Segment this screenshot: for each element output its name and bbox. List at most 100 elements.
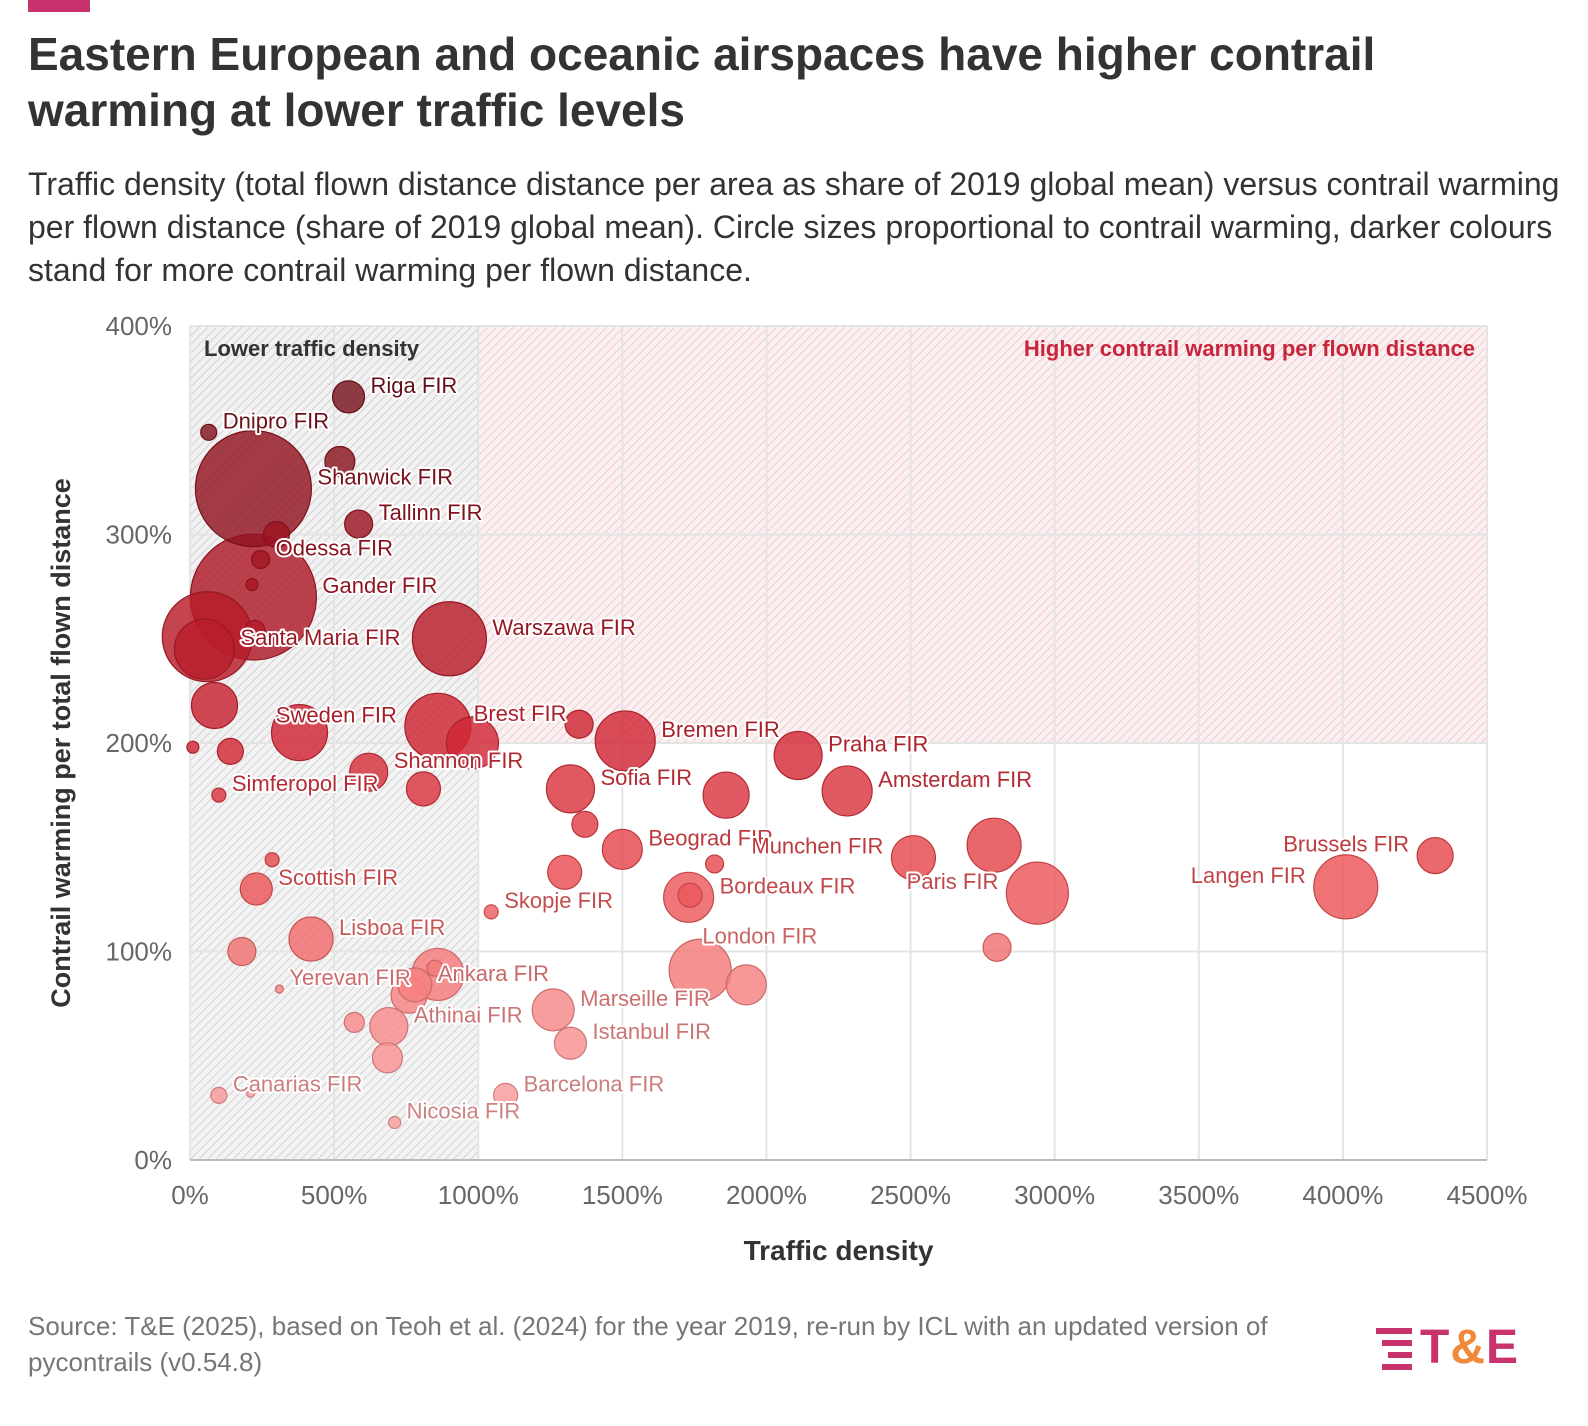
point-label: Amsterdam FIR	[878, 767, 1032, 792]
point-label: Istanbul FIR	[592, 1019, 711, 1044]
point-label: Langen FIR	[1191, 863, 1306, 888]
point-label: Warszawa FIR	[492, 615, 635, 640]
y-axis-title: Contrail warming per total flown distanc…	[46, 478, 76, 1008]
data-point	[245, 1088, 256, 1098]
axes-layer: 0% 500% 1000% 1500% 2000% 2500% 3000% 3500% 4000…	[46, 311, 1527, 1266]
y-tick-label: 0%	[134, 1145, 172, 1175]
point-label: Barcelona FIR	[524, 1071, 665, 1096]
data-point	[702, 771, 750, 819]
logo-stripes-icon	[1376, 1328, 1412, 1370]
point-label: Beograd FIR	[648, 825, 773, 850]
point-label: London FIR	[702, 923, 817, 948]
data-point	[245, 577, 259, 592]
data-point	[388, 1115, 402, 1130]
point-label: Nicosia FIR	[407, 1098, 521, 1123]
data-point	[288, 916, 334, 962]
point-label: Athinai FIR	[414, 1003, 523, 1028]
x-tick-label: 3000%	[1014, 1180, 1095, 1210]
y-tick-label: 300%	[106, 520, 173, 550]
x-tick-label: 1000%	[438, 1180, 519, 1210]
data-point	[211, 787, 227, 803]
accent-bar	[28, 0, 90, 12]
data-point	[1416, 836, 1454, 875]
data-point	[445, 716, 500, 770]
chart-title: Eastern European and oceanic airspaces h…	[28, 28, 1376, 136]
point-label: Riga FIR	[371, 373, 458, 398]
point-label: Yerevan FIR	[289, 965, 410, 990]
data-point	[725, 964, 767, 1006]
point-label: Simferopol FIR	[232, 771, 379, 796]
labels-layer: Lower traffic density Higher contrail war…	[204, 336, 1475, 1125]
point-label: Sweden FIR	[276, 702, 397, 727]
data-point	[426, 959, 444, 977]
point-label: Scottish FIR	[278, 865, 398, 890]
data-point	[371, 1042, 404, 1074]
data-point	[1005, 861, 1069, 925]
point-label: Gander FIR	[322, 573, 437, 598]
data-point	[545, 764, 596, 814]
data-point	[239, 872, 273, 906]
data-point	[553, 1026, 588, 1060]
point-label: Brest FIR	[474, 701, 567, 726]
scatter-chart: Lower traffic density Higher contrail war…	[46, 311, 1527, 1266]
data-point	[324, 445, 356, 478]
data-point	[349, 752, 389, 792]
point-label: Shannon FIR	[394, 748, 524, 773]
logo-text: T&E	[1420, 1318, 1519, 1378]
data-point	[890, 835, 937, 881]
data-point	[547, 854, 583, 890]
point-label: Dnipro FIR	[223, 408, 329, 433]
x-tick-label: 2000%	[726, 1180, 807, 1210]
y-tick-label: 100%	[106, 937, 173, 967]
chart-subtitle: Traffic density (total flown distance di…	[28, 166, 1560, 288]
te-logo: T&E	[1376, 1318, 1556, 1378]
points-layer	[161, 380, 1454, 1130]
y-tick-label: 200%	[106, 728, 173, 758]
data-point	[571, 810, 599, 838]
point-label: Ankara FIR	[438, 961, 549, 986]
data-point	[966, 817, 1022, 873]
data-point	[483, 904, 499, 920]
data-point	[564, 709, 594, 739]
x-tick-label: 2500%	[870, 1180, 951, 1210]
data-point	[244, 619, 266, 642]
x-axis-title: Traffic density	[744, 1235, 934, 1266]
point-label: Skopje FIR	[504, 888, 613, 913]
region-label-low-traffic: Lower traffic density	[204, 336, 420, 361]
data-point	[216, 737, 244, 765]
data-point	[200, 423, 218, 441]
x-tick-label: 4000%	[1302, 1180, 1383, 1210]
point-label: Munchen FIR	[751, 834, 883, 859]
data-point	[982, 932, 1012, 962]
data-point	[331, 380, 366, 414]
point-label: Odessa FIR	[276, 536, 393, 561]
point-label: Tallinn FIR	[379, 500, 483, 525]
x-tick-label: 0%	[171, 1180, 209, 1210]
point-label: Praha FIR	[828, 732, 928, 757]
data-point	[194, 430, 313, 548]
data-point	[227, 936, 257, 967]
data-point	[343, 1011, 365, 1033]
data-point	[397, 967, 433, 1003]
data-point	[264, 852, 280, 868]
point-label: Marseille FIR	[580, 986, 710, 1011]
data-point	[821, 765, 873, 817]
data-point	[594, 710, 656, 772]
data-point	[668, 938, 732, 1002]
point-label: Santa Maria FIR	[240, 625, 400, 650]
data-point	[173, 618, 236, 680]
x-tick-label: 3500%	[1158, 1180, 1239, 1210]
data-point	[270, 703, 329, 762]
data-point	[344, 509, 374, 539]
x-tick-label: 1500%	[582, 1180, 663, 1210]
data-point	[677, 882, 703, 908]
point-label: Lisboa FIR	[339, 915, 445, 940]
source-note: Source: T&E (2025), based on Teoh et al.…	[28, 1311, 1268, 1377]
point-label: Canarias FIR	[233, 1071, 363, 1096]
data-point	[601, 828, 643, 870]
point-label: Shanwick FIR	[317, 465, 453, 490]
data-point	[1313, 854, 1379, 920]
y-tick-label: 400%	[106, 311, 173, 341]
data-point	[210, 1086, 228, 1104]
data-point	[251, 549, 271, 570]
